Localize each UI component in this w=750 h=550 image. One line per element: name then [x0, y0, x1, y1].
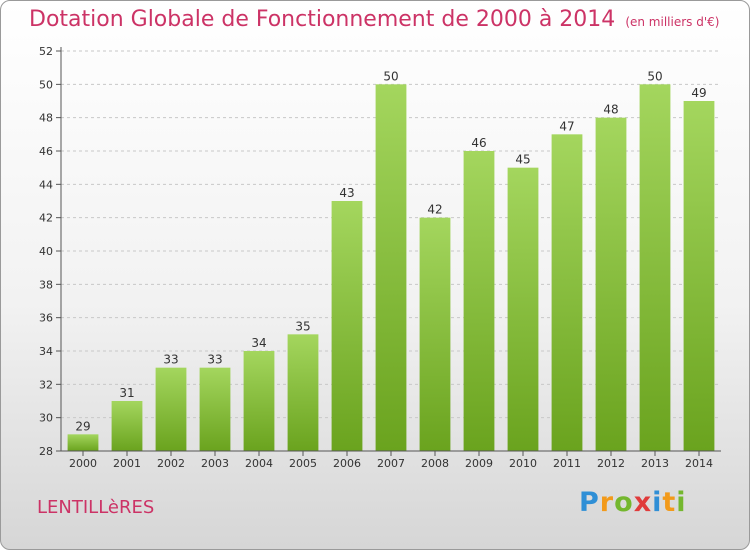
logo-letter-x: x [633, 487, 653, 518]
logo-letter-i: i [652, 487, 663, 518]
x-tick-label: 2008 [421, 457, 449, 470]
bar-value-label: 33 [163, 353, 178, 367]
x-tick-label: 2004 [245, 457, 273, 470]
x-tick-label: 2007 [377, 457, 405, 470]
bar-value-label: 47 [559, 119, 574, 133]
y-tick-label: 50 [39, 78, 53, 91]
y-tick-label: 40 [39, 245, 53, 258]
chart-title: Dotation Globale de Fonctionnement de 20… [29, 7, 719, 32]
x-tick-label: 2006 [333, 457, 361, 470]
x-tick-label: 2012 [597, 457, 625, 470]
bar [507, 167, 539, 451]
logo-letter-p: P [579, 487, 600, 518]
bar-value-label: 34 [251, 336, 266, 350]
bar [419, 217, 451, 451]
y-tick-label: 38 [39, 278, 53, 291]
proxiti-logo: Proxiti [579, 487, 687, 518]
y-tick-label: 52 [39, 45, 53, 58]
chart-subtitle: (en milliers d'€) [625, 15, 720, 29]
bar [639, 84, 671, 451]
y-tick-label: 44 [39, 178, 53, 191]
bar [595, 117, 627, 452]
bar [243, 351, 275, 451]
bar [375, 84, 407, 451]
bar [67, 434, 99, 451]
bar-value-label: 46 [471, 136, 486, 150]
x-tick-label: 2014 [685, 457, 713, 470]
bar-value-label: 29 [75, 419, 90, 433]
bar [287, 334, 319, 451]
y-tick-label: 32 [39, 378, 53, 391]
y-tick-label: 42 [39, 212, 53, 225]
x-tick-label: 2003 [201, 457, 229, 470]
bar [199, 367, 231, 451]
bar-value-label: 48 [603, 103, 618, 117]
y-tick-label: 28 [39, 445, 53, 458]
chart-title-text: Dotation Globale de Fonctionnement de 20… [29, 7, 616, 32]
y-tick-label: 46 [39, 145, 53, 158]
x-tick-label: 2000 [69, 457, 97, 470]
bar-value-label: 43 [339, 186, 354, 200]
x-tick-label: 2013 [641, 457, 669, 470]
bar [111, 401, 143, 451]
x-tick-label: 2010 [509, 457, 537, 470]
logo-letter-r: r [599, 487, 615, 518]
bar-value-label: 42 [427, 203, 442, 217]
bar-value-label: 33 [207, 353, 222, 367]
bar [463, 151, 495, 451]
bar-value-label: 50 [383, 69, 398, 83]
y-tick-label: 36 [39, 312, 53, 325]
bar [683, 101, 715, 451]
logo-letter-i-2: i [676, 487, 687, 518]
bar-value-label: 49 [691, 86, 706, 100]
y-tick-label: 48 [39, 112, 53, 125]
logo-letter-t: t [662, 487, 677, 518]
y-tick-label: 34 [39, 345, 53, 358]
bar-value-label: 35 [295, 319, 310, 333]
x-tick-label: 2002 [157, 457, 185, 470]
bar-value-label: 31 [119, 386, 134, 400]
bar [331, 201, 363, 451]
logo-letter-o: o [614, 487, 634, 518]
commune-name: LENTILLèRES [37, 497, 155, 518]
x-tick-label: 2001 [113, 457, 141, 470]
bar-value-label: 45 [515, 153, 530, 167]
x-tick-label: 2011 [553, 457, 581, 470]
bar [551, 134, 583, 452]
bar [155, 367, 187, 451]
y-tick-label: 30 [39, 412, 53, 425]
bar-value-label: 50 [647, 69, 662, 83]
x-tick-label: 2005 [289, 457, 317, 470]
x-tick-label: 2009 [465, 457, 493, 470]
